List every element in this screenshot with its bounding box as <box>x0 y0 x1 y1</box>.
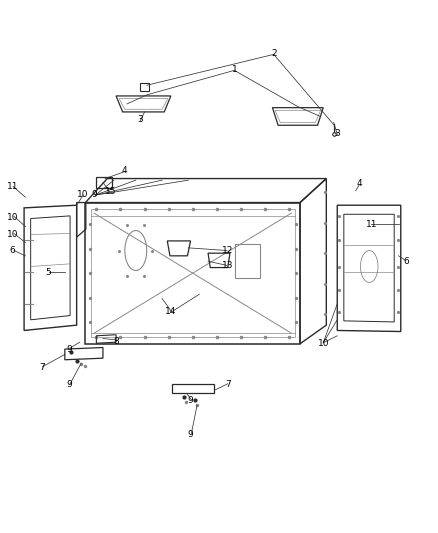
Text: 6: 6 <box>9 246 15 255</box>
Text: 10: 10 <box>318 340 329 348</box>
Text: 3: 3 <box>137 116 143 124</box>
Text: 11: 11 <box>7 182 18 191</box>
Text: 1: 1 <box>231 65 237 74</box>
Text: 9: 9 <box>66 345 72 353</box>
Text: 6: 6 <box>403 257 410 265</box>
Text: 9: 9 <box>187 430 194 439</box>
Text: 10: 10 <box>77 190 88 198</box>
Text: 2: 2 <box>271 49 276 58</box>
Text: 4: 4 <box>122 166 127 175</box>
Text: 10: 10 <box>7 230 18 239</box>
Text: 9: 9 <box>91 190 97 198</box>
Text: 4: 4 <box>357 180 362 188</box>
Text: 7: 7 <box>225 381 231 389</box>
Text: 7: 7 <box>39 364 45 372</box>
Text: 12: 12 <box>222 246 233 255</box>
Text: 10: 10 <box>7 213 18 222</box>
Text: 11: 11 <box>366 221 377 229</box>
Text: 9: 9 <box>66 381 72 389</box>
Text: 15: 15 <box>105 188 116 196</box>
Text: 5: 5 <box>45 269 51 277</box>
Text: 8: 8 <box>113 337 119 345</box>
Text: 9: 9 <box>187 397 194 405</box>
Text: 3: 3 <box>334 129 340 138</box>
Text: 14: 14 <box>165 308 177 316</box>
Text: 13: 13 <box>222 261 233 270</box>
